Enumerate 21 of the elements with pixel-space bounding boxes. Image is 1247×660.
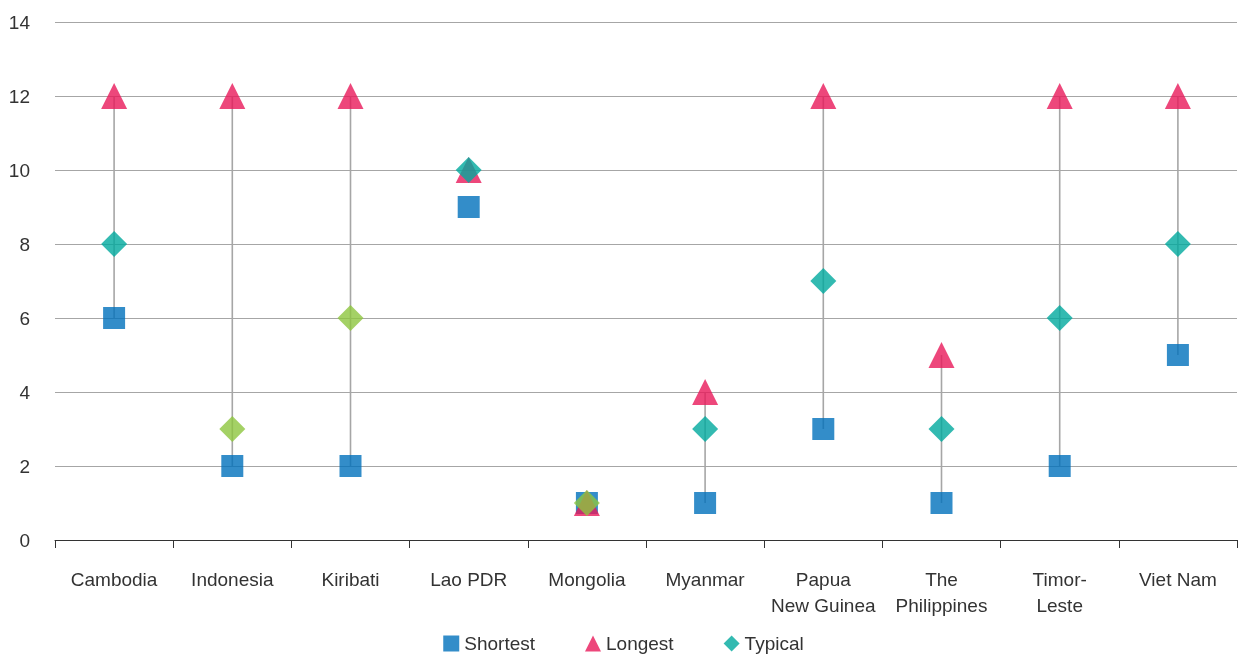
x-tick-label: Indonesia (191, 568, 274, 590)
legend-label: Typical (744, 633, 804, 654)
x-tick-label: Timor- Leste (1032, 568, 1087, 616)
y-tick-label: 6 (19, 307, 30, 329)
y-tick-label: 10 (8, 159, 30, 181)
y-tick-label: 0 (19, 529, 30, 551)
x-tick-label: Viet Nam (1139, 568, 1217, 590)
y-tick-label: 12 (8, 85, 30, 107)
x-tick-label: Cambodia (70, 568, 158, 590)
x-tick-label: The Philippines (895, 568, 988, 616)
legend-label: Longest (606, 633, 675, 654)
x-tick-label: Papua New Guinea (771, 568, 877, 616)
x-tick-label: Lao PDR (430, 568, 508, 590)
y-tick-label: 2 (19, 455, 30, 477)
y-tick-label: 14 (8, 11, 31, 33)
x-tick-label: Myanmar (665, 568, 746, 590)
y-tick-label: 4 (19, 381, 31, 403)
x-tick-label: Mongolia (548, 568, 626, 590)
x-tick-label: Kiribati (321, 568, 380, 590)
y-tick-label: 8 (19, 233, 30, 255)
legend-label: Shortest (464, 633, 536, 654)
